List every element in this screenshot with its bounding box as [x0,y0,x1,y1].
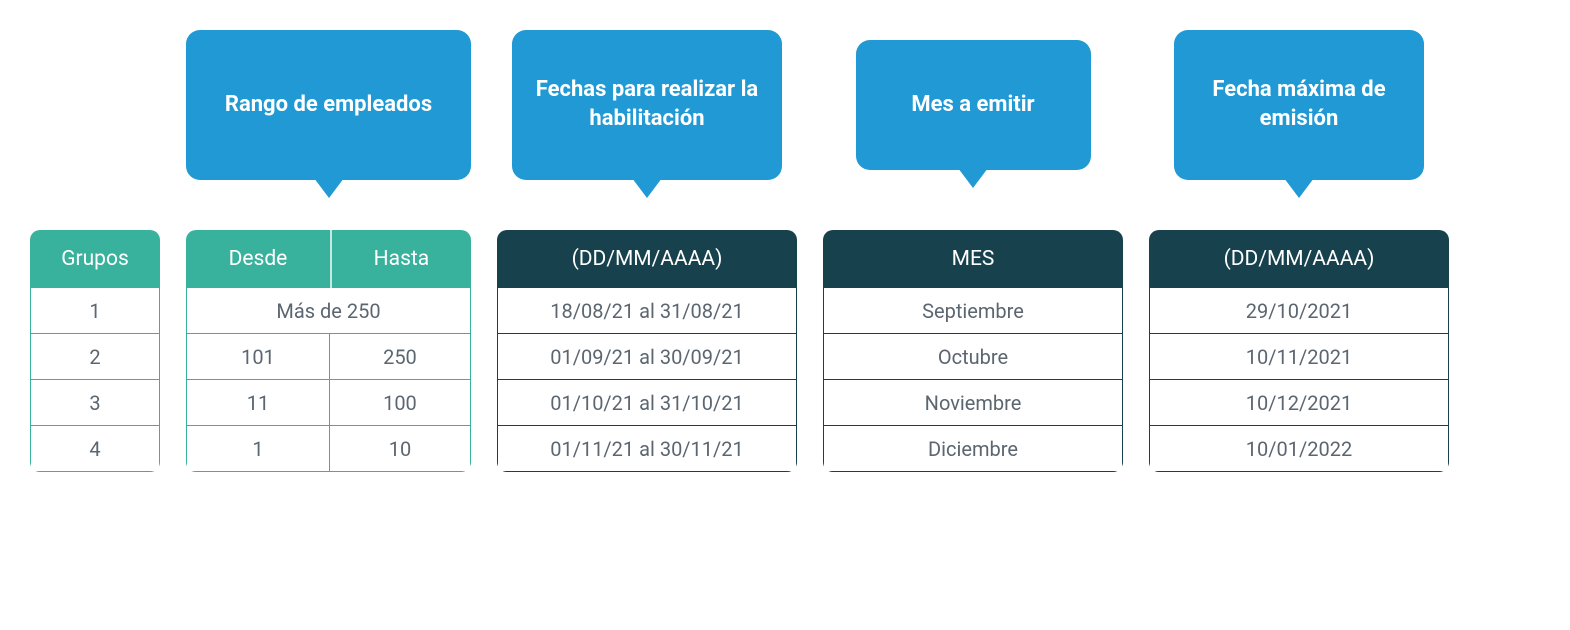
bubble-tail-icon [632,178,662,198]
cell-maxima: 10/12/2021 [1149,380,1449,426]
bubble-mes: Mes a emitir [856,40,1091,170]
bubble-slot: Rango de empleados [186,30,471,230]
th-mes: MES [823,230,1123,288]
th-hasta: Hasta [330,230,471,288]
cell-rango-merged: Más de 250 [186,288,471,334]
bubble-slot: Fechas para realizar la habilitación [497,30,797,230]
th-grupos: Grupos [30,230,160,288]
cell-fecha: 01/10/21 al 31/10/21 [497,380,797,426]
bubble-rango: Rango de empleados [186,30,471,180]
table-row: 11 100 [186,380,471,426]
table-row: 10/11/2021 [1149,334,1449,380]
table-row: 29/10/2021 [1149,288,1449,334]
table-row: 10/01/2022 [1149,426,1449,472]
cell-mes: Septiembre [823,288,1123,334]
bubble-label: Mes a emitir [911,91,1034,120]
bubble-maxima: Fecha máxima de emisión [1174,30,1424,180]
bubble-slot: Mes a emitir [823,30,1123,230]
table-row: Octubre [823,334,1123,380]
cell-fecha: 18/08/21 al 31/08/21 [497,288,797,334]
bubble-slot-empty [30,30,160,230]
cell-hasta: 250 [330,334,471,380]
table-rango: Desde Hasta Más de 250 101 250 11 100 1 … [186,230,471,472]
table-row: 01/09/21 al 30/09/21 [497,334,797,380]
bubble-slot: Fecha máxima de emisión [1149,30,1449,230]
cell-grupo: 1 [30,288,160,334]
cell-hasta: 10 [330,426,471,472]
cell-desde: 1 [186,426,330,472]
bubble-label: Fechas para realizar la habilitación [532,76,762,133]
cell-maxima: 29/10/2021 [1149,288,1449,334]
cell-grupo: 4 [30,426,160,472]
cell-grupo: 3 [30,380,160,426]
table-row: 18/08/21 al 31/08/21 [497,288,797,334]
th-desde: Desde [186,230,330,288]
cell-maxima: 10/01/2022 [1149,426,1449,472]
cell-desde: 11 [186,380,330,426]
col-maxima: Fecha máxima de emisión (DD/MM/AAAA) 29/… [1149,30,1449,472]
table-row: 10/12/2021 [1149,380,1449,426]
table-row: 2 [30,334,160,380]
cell-mes: Octubre [823,334,1123,380]
cell-mes: Noviembre [823,380,1123,426]
cell-mes: Diciembre [823,426,1123,472]
col-fechas: Fechas para realizar la habilitación (DD… [497,30,797,472]
table-row: 1 10 [186,426,471,472]
table-maxima: (DD/MM/AAAA) 29/10/2021 10/11/2021 10/12… [1149,230,1449,472]
table-grupos: Grupos 1 2 3 4 [30,230,160,472]
table-row: Diciembre [823,426,1123,472]
cell-maxima: 10/11/2021 [1149,334,1449,380]
bubble-label: Fecha máxima de emisión [1194,76,1404,133]
col-grupos: Grupos 1 2 3 4 [30,30,160,472]
bubble-label: Rango de empleados [225,91,432,120]
table-row: 1 [30,288,160,334]
cell-grupo: 2 [30,334,160,380]
table-row: Noviembre [823,380,1123,426]
table-mes: MES Septiembre Octubre Noviembre Diciemb… [823,230,1123,472]
col-rango: Rango de empleados Desde Hasta Más de 25… [186,30,471,472]
bubble-tail-icon [314,178,344,198]
bubble-fechas: Fechas para realizar la habilitación [512,30,782,180]
th-fechas: (DD/MM/AAAA) [497,230,797,288]
cell-fecha: 01/11/21 al 30/11/21 [497,426,797,472]
th-maxima: (DD/MM/AAAA) [1149,230,1449,288]
table-row: 01/10/21 al 31/10/21 [497,380,797,426]
bubble-tail-icon [958,168,988,188]
cell-fecha: 01/09/21 al 30/09/21 [497,334,797,380]
table-row: Septiembre [823,288,1123,334]
col-mes: Mes a emitir MES Septiembre Octubre Novi… [823,30,1123,472]
table-row: Más de 250 [186,288,471,334]
table-row: 101 250 [186,334,471,380]
table-row: 3 [30,380,160,426]
table-row: 4 [30,426,160,472]
cell-hasta: 100 [330,380,471,426]
table-fechas: (DD/MM/AAAA) 18/08/21 al 31/08/21 01/09/… [497,230,797,472]
infographic-layout: Grupos 1 2 3 4 Rango de empleados Desde … [30,30,1540,472]
cell-desde: 101 [186,334,330,380]
table-row: 01/11/21 al 30/11/21 [497,426,797,472]
bubble-tail-icon [1284,178,1314,198]
